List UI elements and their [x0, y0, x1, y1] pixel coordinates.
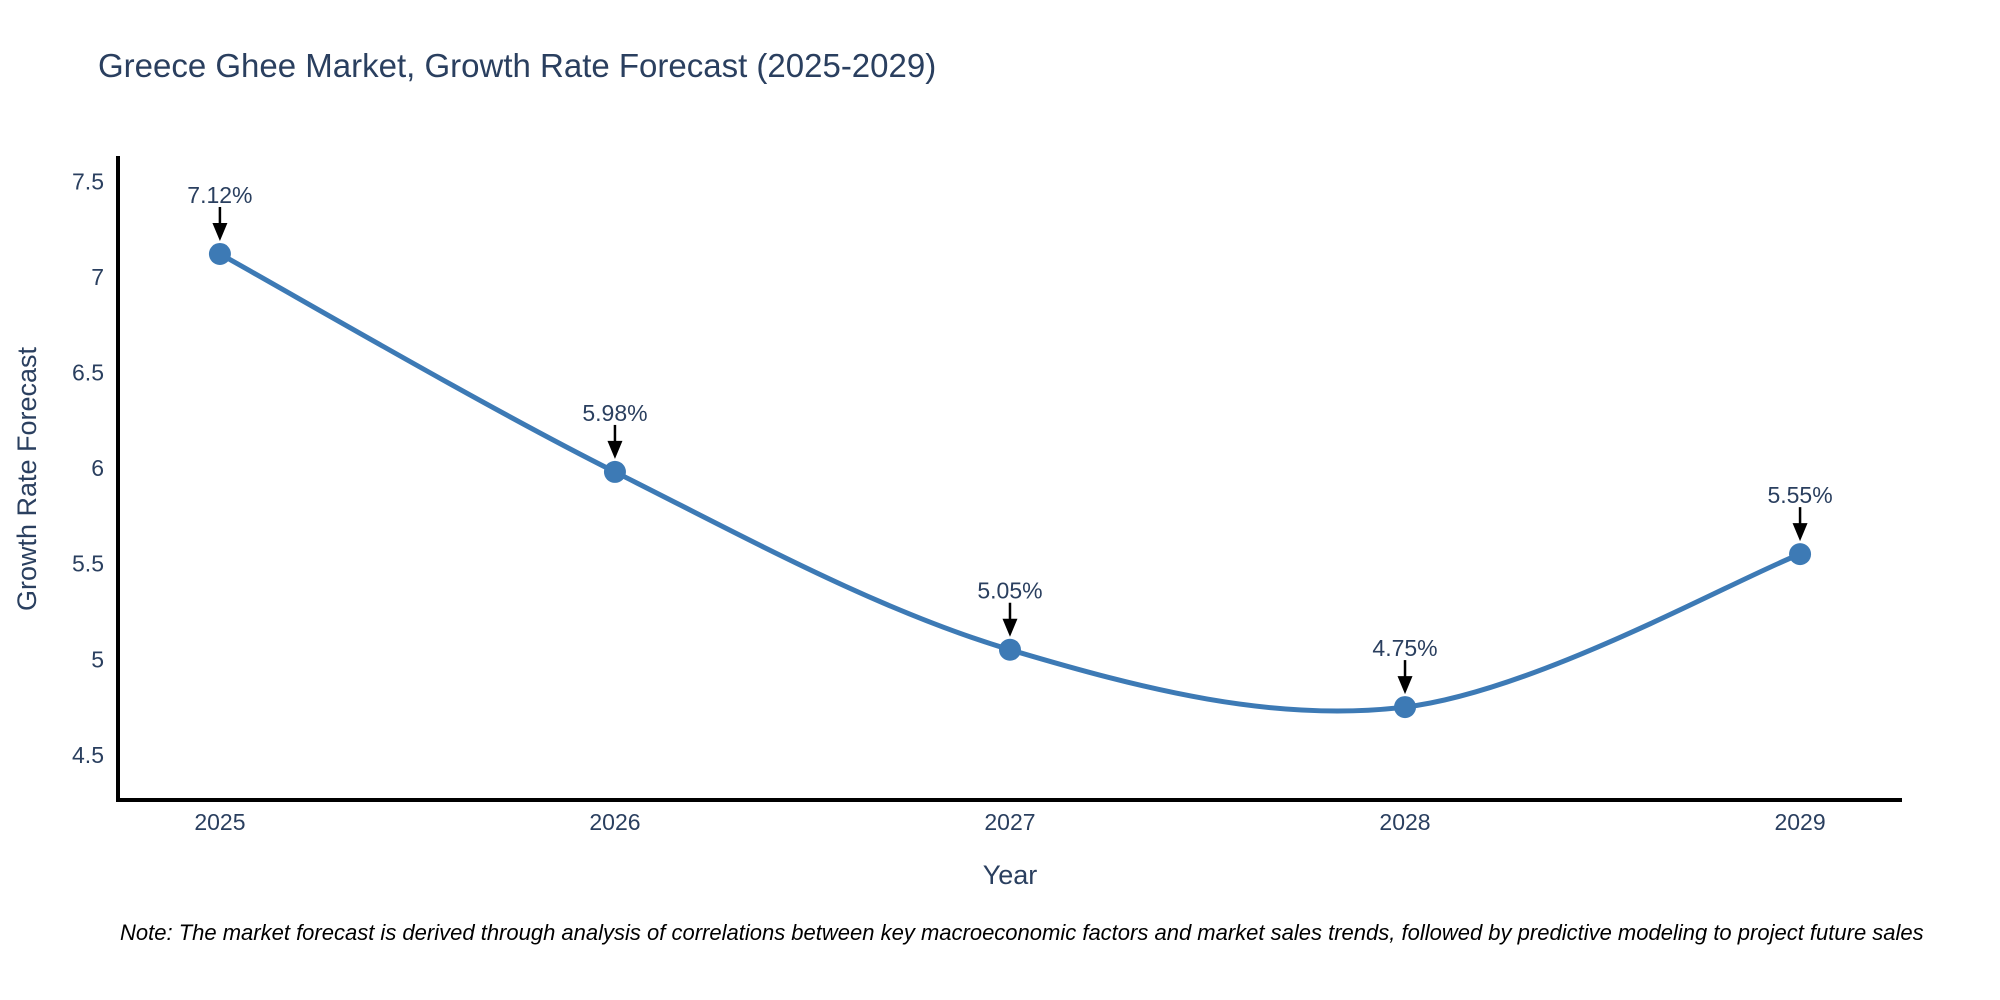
data-points-group — [208, 242, 1812, 719]
annotation-label: 5.98% — [582, 400, 647, 426]
annotation-label: 7.12% — [187, 182, 252, 208]
footnote: Note: The market forecast is derived thr… — [120, 920, 1924, 945]
x-tick-label: 2028 — [1379, 809, 1430, 835]
y-tick-label: 6 — [91, 455, 104, 481]
x-axis-tick-labels: 2025 2026 2027 2028 2029 — [194, 809, 1825, 835]
y-tick-label: 6.5 — [72, 360, 104, 386]
chart-title: Greece Ghee Market, Growth Rate Forecast… — [98, 47, 936, 84]
x-tick-label: 2026 — [589, 809, 640, 835]
annotations-group: 7.12% 5.98% 5.05% 4.75% 5.55% — [187, 182, 1833, 695]
data-point-marker — [1394, 696, 1417, 719]
x-tick-label: 2029 — [1774, 809, 1825, 835]
annotation-arrow-head — [212, 222, 228, 241]
data-point-marker — [998, 638, 1021, 661]
y-tick-label: 5 — [91, 646, 104, 672]
annotation-label: 5.55% — [1767, 482, 1832, 508]
x-axis-title: Year — [983, 860, 1038, 890]
annotation-arrow-head — [1792, 523, 1808, 542]
annotation-label: 5.05% — [977, 578, 1042, 604]
x-tick-label: 2025 — [194, 809, 245, 835]
y-axis-tick-labels: 4.5 5 5.5 6 6.5 7 7.5 — [72, 168, 104, 768]
y-tick-label: 7 — [91, 264, 104, 290]
annotation-arrow-head — [607, 440, 623, 459]
annotation-arrow-head — [1397, 676, 1413, 695]
annotation-label: 4.75% — [1372, 635, 1437, 661]
y-tick-label: 7.5 — [72, 168, 104, 194]
data-point-marker — [1789, 543, 1812, 566]
x-tick-label: 2027 — [984, 809, 1035, 835]
y-tick-label: 4.5 — [72, 742, 104, 768]
y-axis-title: Growth Rate Forecast — [12, 346, 42, 611]
axis-lines — [116, 156, 1902, 802]
y-tick-label: 5.5 — [72, 551, 104, 577]
data-point-marker — [603, 460, 626, 483]
data-point-marker — [208, 242, 231, 265]
annotation-arrow-head — [1002, 618, 1018, 637]
